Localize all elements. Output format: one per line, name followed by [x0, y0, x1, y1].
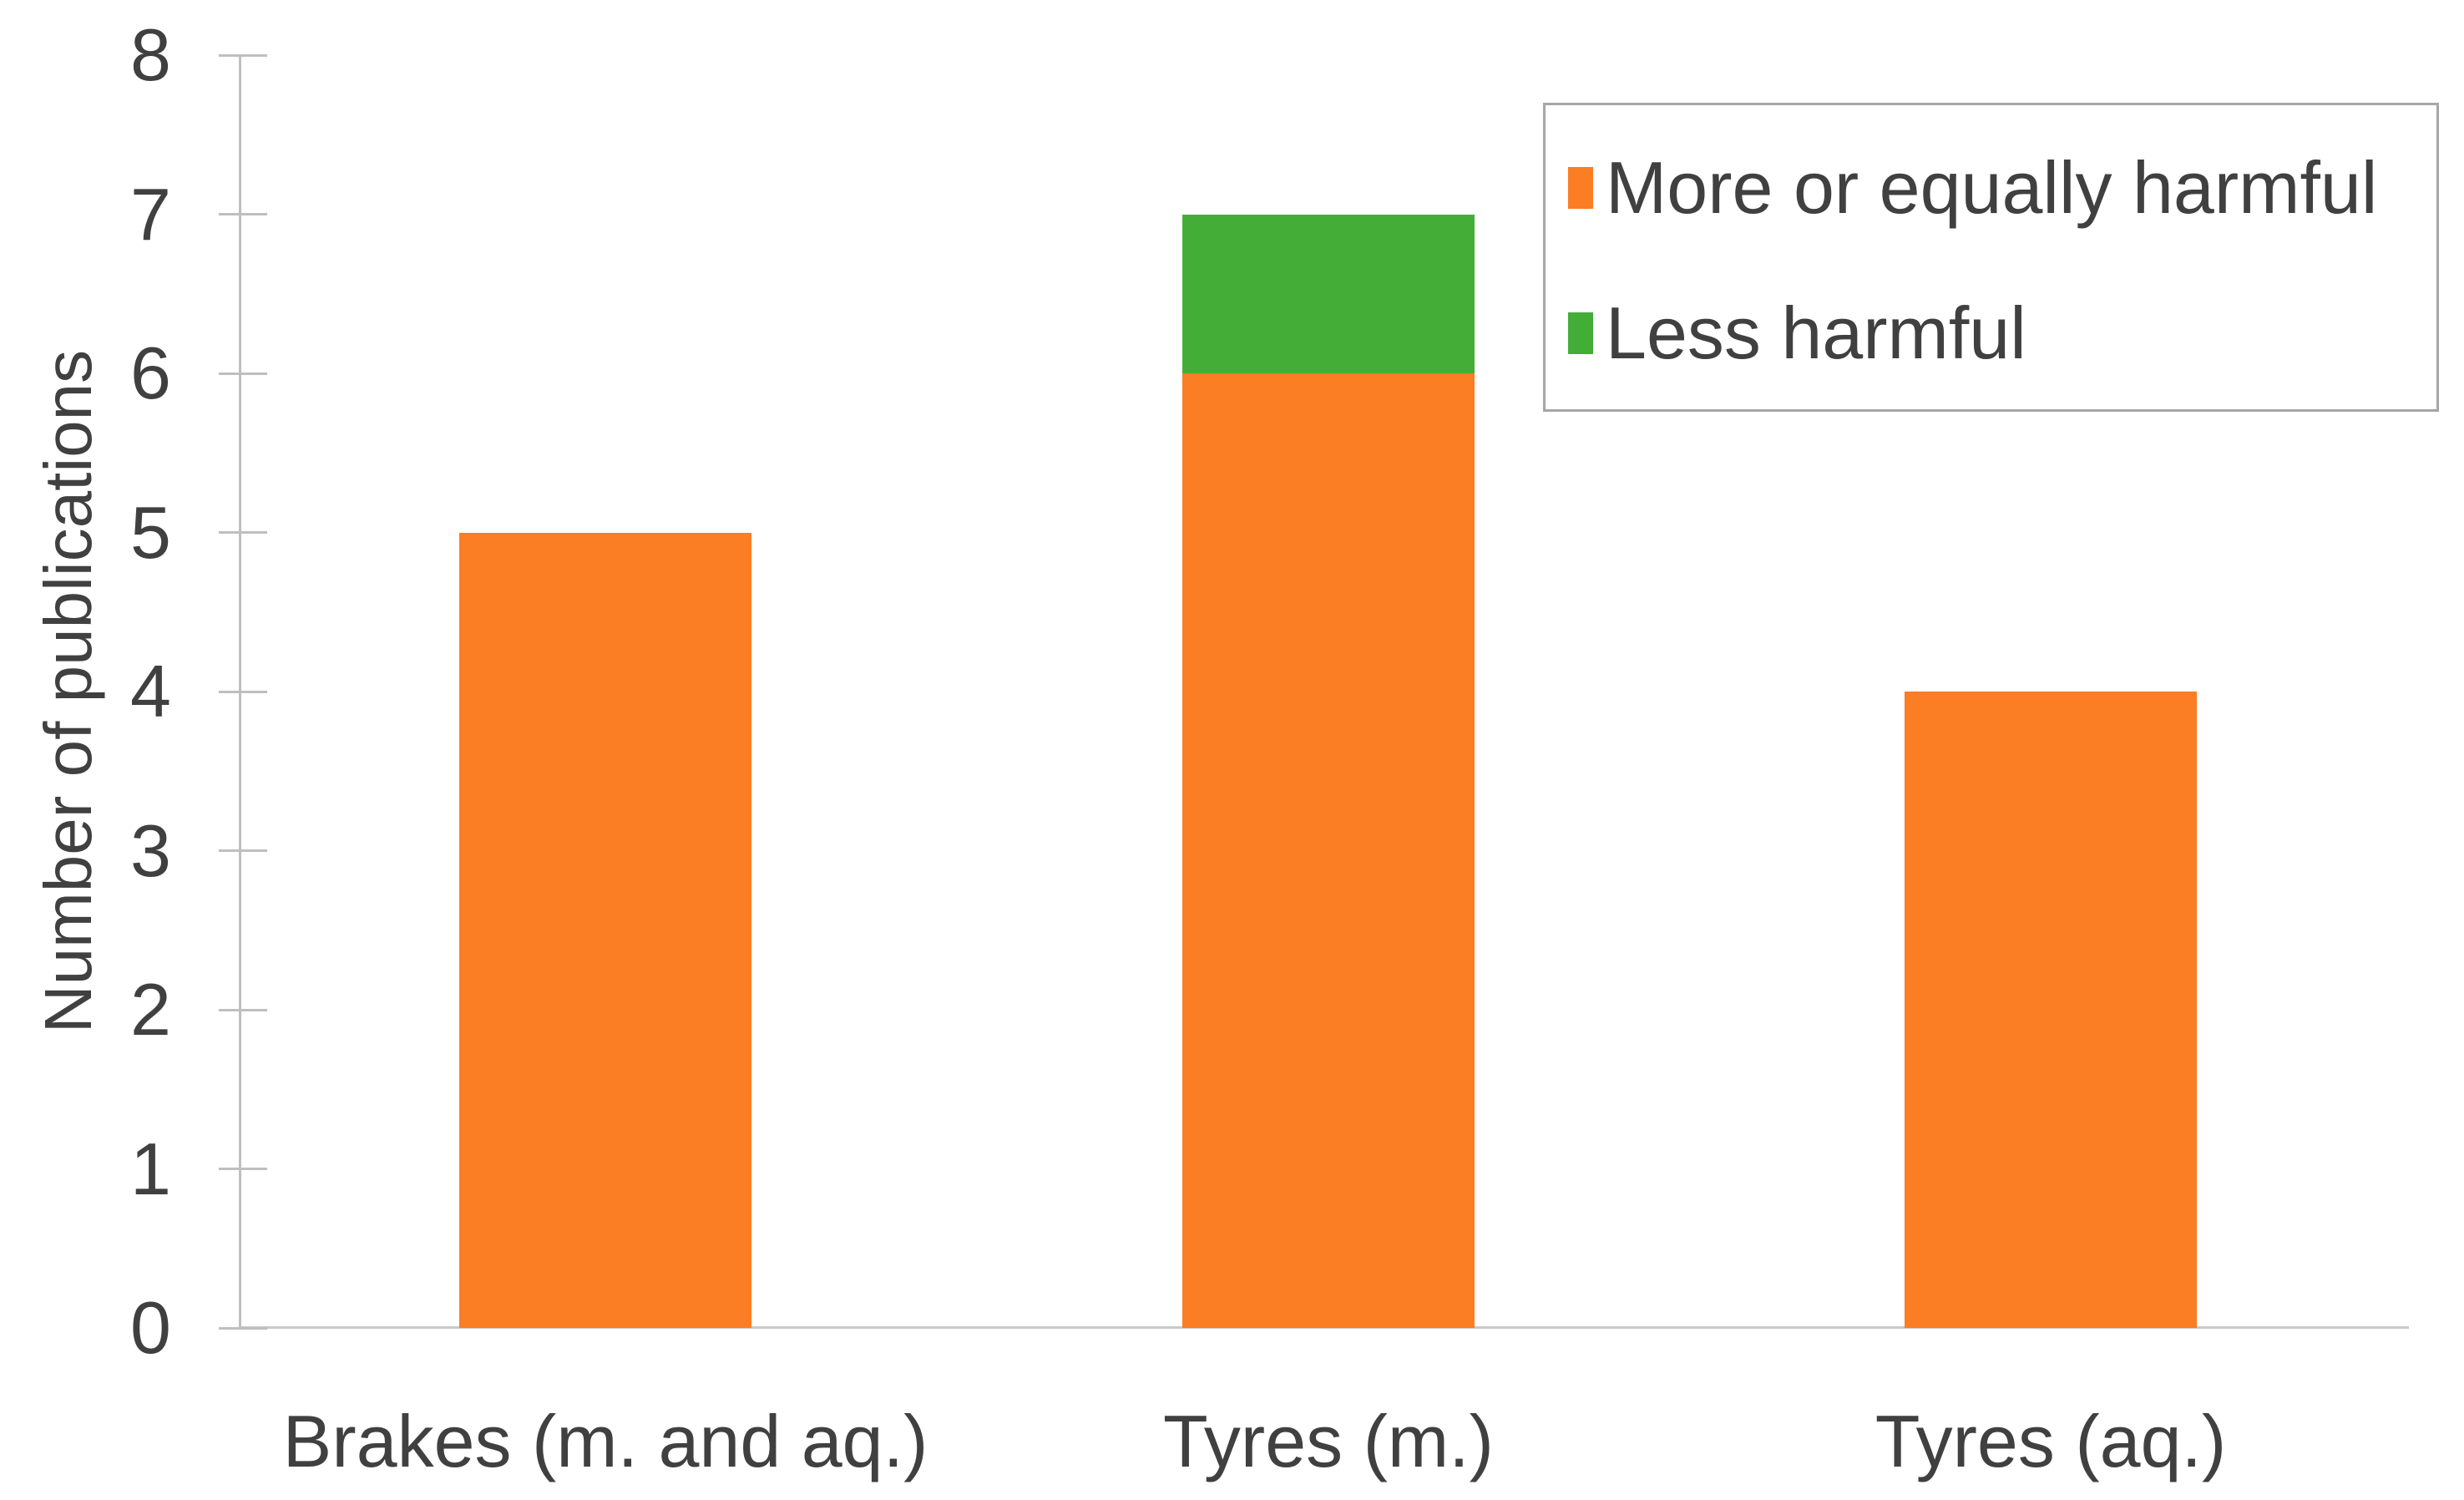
y-tick-mark — [219, 849, 267, 852]
y-tick-label: 7 — [130, 172, 171, 256]
y-tick-label: 5 — [130, 490, 171, 574]
x-axis-label: Tyres (aq.) — [1875, 1400, 2227, 1482]
legend: More or equally harmful Less harmful — [1543, 103, 2439, 412]
legend-item-less-harmful: Less harmful — [1568, 291, 2420, 376]
x-axis-label: Tyres (m.) — [1163, 1400, 1494, 1482]
legend-swatch — [1568, 167, 1593, 209]
y-tick-label: 3 — [130, 808, 171, 892]
y-tick-label: 4 — [130, 650, 171, 732]
y-tick-label: 6 — [130, 332, 171, 414]
y-tick-mark — [219, 1168, 267, 1170]
y-tick-label: 1 — [130, 1127, 171, 1210]
y-tick-label: 8 — [130, 13, 171, 96]
y-tick-mark — [219, 372, 267, 375]
legend-label: More or equally harmful — [1606, 146, 2378, 229]
bar-segment-more-or-equally-harmful — [459, 532, 751, 1328]
legend-label: Less harmful — [1606, 291, 2026, 374]
y-tick-mark — [219, 690, 267, 693]
y-tick-mark — [219, 531, 267, 534]
legend-item-more-or-equally-harmful: More or equally harmful — [1568, 145, 2420, 231]
y-tick-label: 0 — [130, 1286, 171, 1369]
bar-segment-less-harmful — [1182, 214, 1475, 373]
bar-segment-more-or-equally-harmful — [1905, 692, 2197, 1328]
y-tick-label: 2 — [130, 968, 171, 1051]
y-tick-mark — [219, 53, 267, 57]
y-tick-mark — [219, 1008, 267, 1011]
y-tick-mark — [219, 213, 267, 215]
legend-swatch — [1568, 312, 1593, 354]
bar-segment-more-or-equally-harmful — [1182, 373, 1475, 1328]
y-tick-mark — [219, 1326, 267, 1330]
x-axis-label: Brakes (m. and aq.) — [282, 1400, 928, 1482]
